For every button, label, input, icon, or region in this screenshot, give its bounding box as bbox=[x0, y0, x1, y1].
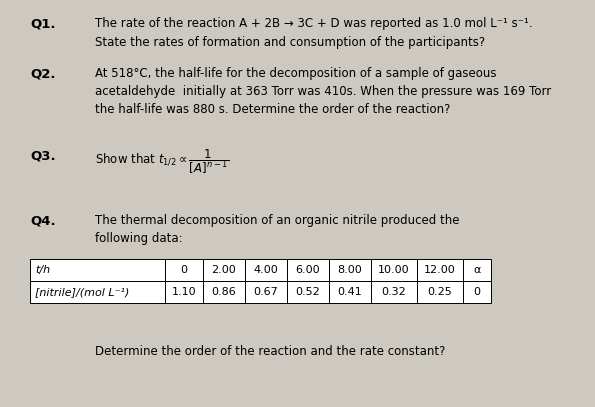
Text: 0: 0 bbox=[474, 287, 481, 297]
Text: 8.00: 8.00 bbox=[337, 265, 362, 275]
FancyBboxPatch shape bbox=[245, 281, 287, 303]
FancyBboxPatch shape bbox=[329, 281, 371, 303]
FancyBboxPatch shape bbox=[371, 259, 417, 281]
Text: 0.86: 0.86 bbox=[212, 287, 236, 297]
Text: Q3.: Q3. bbox=[30, 149, 55, 162]
Text: following data:: following data: bbox=[95, 232, 183, 245]
Text: t/h: t/h bbox=[35, 265, 50, 275]
Text: State the rates of formation and consumption of the participants?: State the rates of formation and consump… bbox=[95, 36, 485, 49]
Text: 6.00: 6.00 bbox=[296, 265, 320, 275]
FancyBboxPatch shape bbox=[417, 281, 463, 303]
Text: 0.25: 0.25 bbox=[428, 287, 452, 297]
Text: Q1.: Q1. bbox=[30, 17, 55, 30]
FancyBboxPatch shape bbox=[30, 259, 165, 281]
Text: α: α bbox=[473, 265, 481, 275]
FancyBboxPatch shape bbox=[245, 259, 287, 281]
FancyBboxPatch shape bbox=[30, 281, 165, 303]
Text: 4.00: 4.00 bbox=[253, 265, 278, 275]
Text: 10.00: 10.00 bbox=[378, 265, 410, 275]
Text: 0.32: 0.32 bbox=[381, 287, 406, 297]
Text: 0.41: 0.41 bbox=[337, 287, 362, 297]
Text: The thermal decomposition of an organic nitrile produced the: The thermal decomposition of an organic … bbox=[95, 214, 459, 227]
Text: Show that $t_{1/2} \propto \dfrac{1}{[A]^{n-1}}$: Show that $t_{1/2} \propto \dfrac{1}{[A]… bbox=[95, 147, 229, 176]
Text: The rate of the reaction A + 2B → 3C + D was reported as 1.0 mol L⁻¹ s⁻¹.: The rate of the reaction A + 2B → 3C + D… bbox=[95, 17, 533, 30]
Text: Determine the order of the reaction and the rate constant?: Determine the order of the reaction and … bbox=[95, 345, 446, 358]
FancyBboxPatch shape bbox=[463, 259, 491, 281]
Text: At 518°C, the half-life for the decomposition of a sample of gaseous: At 518°C, the half-life for the decompos… bbox=[95, 67, 496, 80]
Text: 2.00: 2.00 bbox=[212, 265, 236, 275]
FancyBboxPatch shape bbox=[203, 281, 245, 303]
Text: the half-life was 880 s. Determine the order of the reaction?: the half-life was 880 s. Determine the o… bbox=[95, 103, 450, 116]
Text: 0.67: 0.67 bbox=[253, 287, 278, 297]
FancyBboxPatch shape bbox=[463, 281, 491, 303]
FancyBboxPatch shape bbox=[329, 259, 371, 281]
Text: Q4.: Q4. bbox=[30, 214, 55, 227]
Text: 0.52: 0.52 bbox=[296, 287, 320, 297]
FancyBboxPatch shape bbox=[371, 281, 417, 303]
Text: 1.10: 1.10 bbox=[172, 287, 196, 297]
FancyBboxPatch shape bbox=[203, 259, 245, 281]
FancyBboxPatch shape bbox=[287, 281, 329, 303]
FancyBboxPatch shape bbox=[165, 259, 203, 281]
Text: acetaldehyde  initially at 363 Torr was 410s. When the pressure was 169 Torr: acetaldehyde initially at 363 Torr was 4… bbox=[95, 85, 551, 98]
FancyBboxPatch shape bbox=[417, 259, 463, 281]
Text: 0: 0 bbox=[180, 265, 187, 275]
Text: [nitrile]/(mol L⁻¹): [nitrile]/(mol L⁻¹) bbox=[35, 287, 129, 297]
Text: 12.00: 12.00 bbox=[424, 265, 456, 275]
FancyBboxPatch shape bbox=[287, 259, 329, 281]
Text: Q2.: Q2. bbox=[30, 67, 55, 80]
FancyBboxPatch shape bbox=[165, 281, 203, 303]
